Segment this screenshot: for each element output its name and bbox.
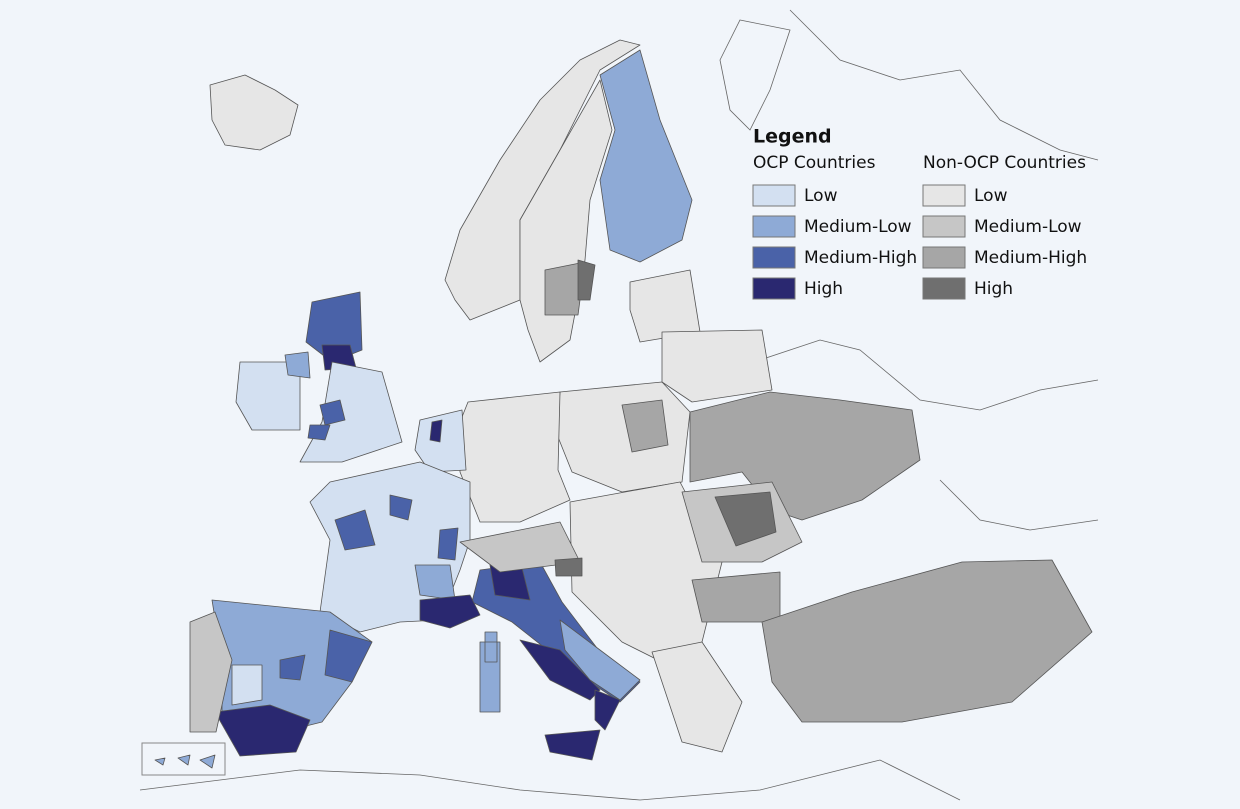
legend-label: High bbox=[804, 279, 843, 299]
region bbox=[209, 74, 299, 151]
region bbox=[334, 494, 459, 561]
legend: Legend OCP Countries Low Medium-Low Medium-… bbox=[752, 126, 1087, 300]
outline-russia bbox=[719, 9, 1099, 531]
legend-label: Medium-High bbox=[974, 248, 1087, 268]
region bbox=[414, 409, 467, 473]
legend-label: Medium-High bbox=[804, 248, 917, 268]
legend-label: Low bbox=[804, 186, 838, 206]
region bbox=[577, 259, 596, 301]
regions bbox=[139, 9, 1099, 801]
region bbox=[214, 704, 311, 757]
region bbox=[599, 49, 693, 263]
legend-swatch bbox=[752, 246, 796, 269]
legend-swatch bbox=[752, 215, 796, 238]
region bbox=[761, 559, 1093, 723]
region bbox=[284, 351, 311, 379]
legend-group-title: OCP Countries bbox=[753, 153, 876, 173]
legend-title: Legend bbox=[753, 126, 832, 148]
legend-swatch bbox=[922, 246, 966, 269]
region bbox=[621, 399, 669, 453]
legend-group-title: Non-OCP Countries bbox=[923, 153, 1086, 173]
legend-label: Medium-Low bbox=[974, 217, 1082, 237]
region bbox=[519, 79, 613, 363]
region bbox=[691, 571, 781, 623]
legend-swatch bbox=[922, 277, 966, 300]
region bbox=[661, 329, 773, 403]
region bbox=[154, 754, 216, 769]
inset-box bbox=[141, 742, 226, 776]
region bbox=[544, 261, 586, 316]
region bbox=[689, 391, 921, 521]
outline-africa bbox=[139, 759, 961, 801]
region bbox=[544, 689, 621, 761]
legend-swatch bbox=[922, 184, 966, 207]
legend-swatch bbox=[922, 215, 966, 238]
region bbox=[651, 641, 743, 753]
region bbox=[279, 629, 373, 683]
region bbox=[714, 491, 777, 547]
region bbox=[429, 419, 443, 443]
legend-label: Medium-Low bbox=[804, 217, 912, 237]
legend-swatch bbox=[752, 277, 796, 300]
legend-label: High bbox=[974, 279, 1013, 299]
region bbox=[189, 611, 233, 733]
region bbox=[231, 664, 263, 706]
region bbox=[554, 557, 583, 577]
region bbox=[479, 631, 501, 713]
region bbox=[459, 391, 571, 523]
region bbox=[307, 399, 346, 441]
legend-label: Low bbox=[974, 186, 1008, 206]
legend-swatch bbox=[752, 184, 796, 207]
region bbox=[414, 564, 456, 601]
